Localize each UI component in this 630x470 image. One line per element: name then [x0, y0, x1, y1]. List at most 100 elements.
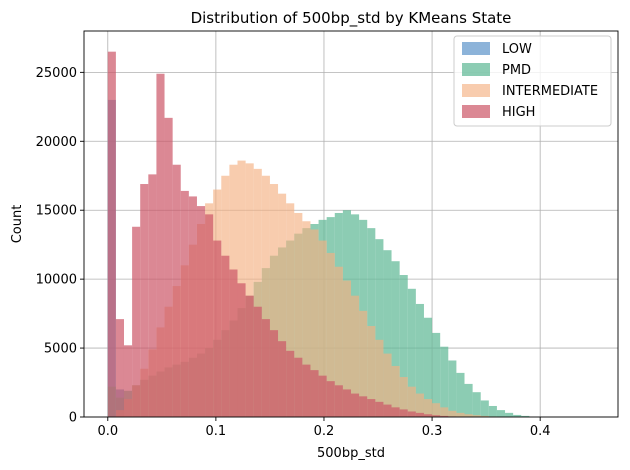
histogram-bar — [172, 164, 181, 417]
histogram-bar — [326, 252, 335, 417]
histogram-bar — [472, 415, 481, 417]
series-high — [107, 51, 473, 418]
histogram-bar — [521, 415, 530, 417]
histogram-bar — [480, 415, 489, 417]
y-tick-label: 15000 — [36, 204, 77, 219]
histogram-bar — [407, 386, 416, 417]
x-axis-ticks: 0.0 0.1 0.2 0.3 0.4 — [97, 417, 551, 439]
histogram-bar — [334, 385, 343, 417]
histogram-bar — [310, 370, 319, 417]
histogram-bar — [359, 310, 368, 417]
histogram-bar — [148, 174, 157, 417]
histogram-bar — [375, 339, 384, 417]
histogram-bar — [505, 412, 514, 417]
histogram-bar — [229, 269, 238, 417]
histogram-bar — [302, 221, 311, 417]
y-tick-label: 10000 — [36, 273, 77, 288]
y-tick-label: 20000 — [36, 135, 77, 150]
histogram-bar — [472, 392, 481, 417]
histogram-bar — [140, 184, 149, 417]
legend-swatch — [462, 63, 490, 76]
histogram-bar — [448, 360, 457, 417]
histogram-bar — [383, 404, 392, 417]
histogram-bar — [480, 400, 489, 417]
histogram-bar — [464, 414, 473, 417]
legend-box — [453, 35, 612, 127]
histogram-bar — [213, 240, 222, 417]
histogram-bar — [196, 206, 206, 417]
histogram-bar — [391, 365, 400, 417]
histogram-bar — [375, 401, 384, 417]
x-tick-label: 0.3 — [422, 424, 443, 439]
chart-title: Distribution of 500bp_std by KMeans Stat… — [191, 9, 512, 28]
histogram-bar — [342, 389, 351, 417]
histogram-bar — [334, 266, 343, 417]
x-tick-label: 0.4 — [530, 424, 551, 439]
y-tick-label: 25000 — [36, 66, 77, 81]
histogram-bar — [253, 168, 262, 417]
histogram-bar — [375, 239, 384, 417]
legend-label: LOW — [502, 42, 532, 57]
histogram-bar — [261, 175, 270, 417]
histogram-bar — [318, 375, 327, 417]
legend-swatch — [462, 84, 490, 97]
histogram-bar — [423, 399, 433, 417]
histogram-bar — [407, 411, 416, 417]
legend-swatch — [462, 42, 490, 55]
histogram-bar — [237, 283, 246, 417]
legend-label: PMD — [502, 63, 531, 78]
histogram-bar — [107, 51, 116, 418]
histogram-bar — [115, 319, 124, 417]
histogram-bar — [456, 372, 465, 417]
histogram-bar — [164, 117, 173, 417]
bars — [107, 51, 530, 418]
x-tick-label: 0.2 — [314, 424, 335, 439]
histogram-bar — [351, 295, 360, 417]
histogram-bar — [221, 255, 230, 417]
histogram-bar — [448, 410, 457, 417]
x-axis-label: 500bp_std — [317, 446, 385, 461]
histogram-bar — [432, 332, 441, 417]
histogram-bar — [440, 346, 449, 417]
histogram-bar — [415, 303, 424, 417]
histogram-bar — [180, 190, 189, 417]
x-tick-label: 0.1 — [206, 424, 227, 439]
legend-swatch — [462, 105, 490, 118]
histogram-bar — [367, 228, 376, 417]
histogram-bar — [383, 353, 392, 417]
histogram-bar — [496, 410, 506, 417]
histogram-bar — [132, 226, 141, 417]
histogram-bar — [294, 212, 303, 417]
histogram-bar — [123, 345, 133, 417]
histogram-bar — [156, 73, 165, 417]
histogram-bar — [245, 295, 254, 417]
y-axis-ticks: 0 5000 10000 15000 20000 25000 — [36, 66, 84, 426]
histogram-bar — [399, 409, 408, 417]
histogram-bar — [488, 405, 497, 417]
legend-label: INTERMEDIATE — [502, 84, 598, 99]
histogram-bar — [423, 317, 433, 417]
y-tick-label: 0 — [69, 411, 77, 426]
histogram-bar — [383, 250, 392, 417]
y-tick-label: 5000 — [44, 342, 77, 357]
histogram-bar — [391, 407, 400, 417]
histogram-bar — [261, 319, 270, 417]
histogram-bar — [464, 383, 473, 417]
histogram-bar — [278, 193, 287, 417]
histogram-bar — [391, 261, 400, 417]
histogram-bar — [423, 414, 433, 417]
histogram-bar — [188, 196, 197, 417]
histogram-bar — [286, 350, 295, 417]
histogram-bar — [269, 184, 279, 417]
histogram-bar — [286, 203, 295, 417]
histogram-bar — [456, 412, 465, 417]
histogram-bar — [415, 412, 424, 417]
histogram-bar — [278, 341, 287, 417]
plot-frame — [83, 30, 619, 418]
histogram-bar — [399, 377, 408, 417]
histogram-bar — [318, 240, 327, 417]
histogram-bar — [440, 415, 449, 417]
histogram-bar — [367, 326, 376, 417]
histogram-bar — [432, 415, 441, 417]
